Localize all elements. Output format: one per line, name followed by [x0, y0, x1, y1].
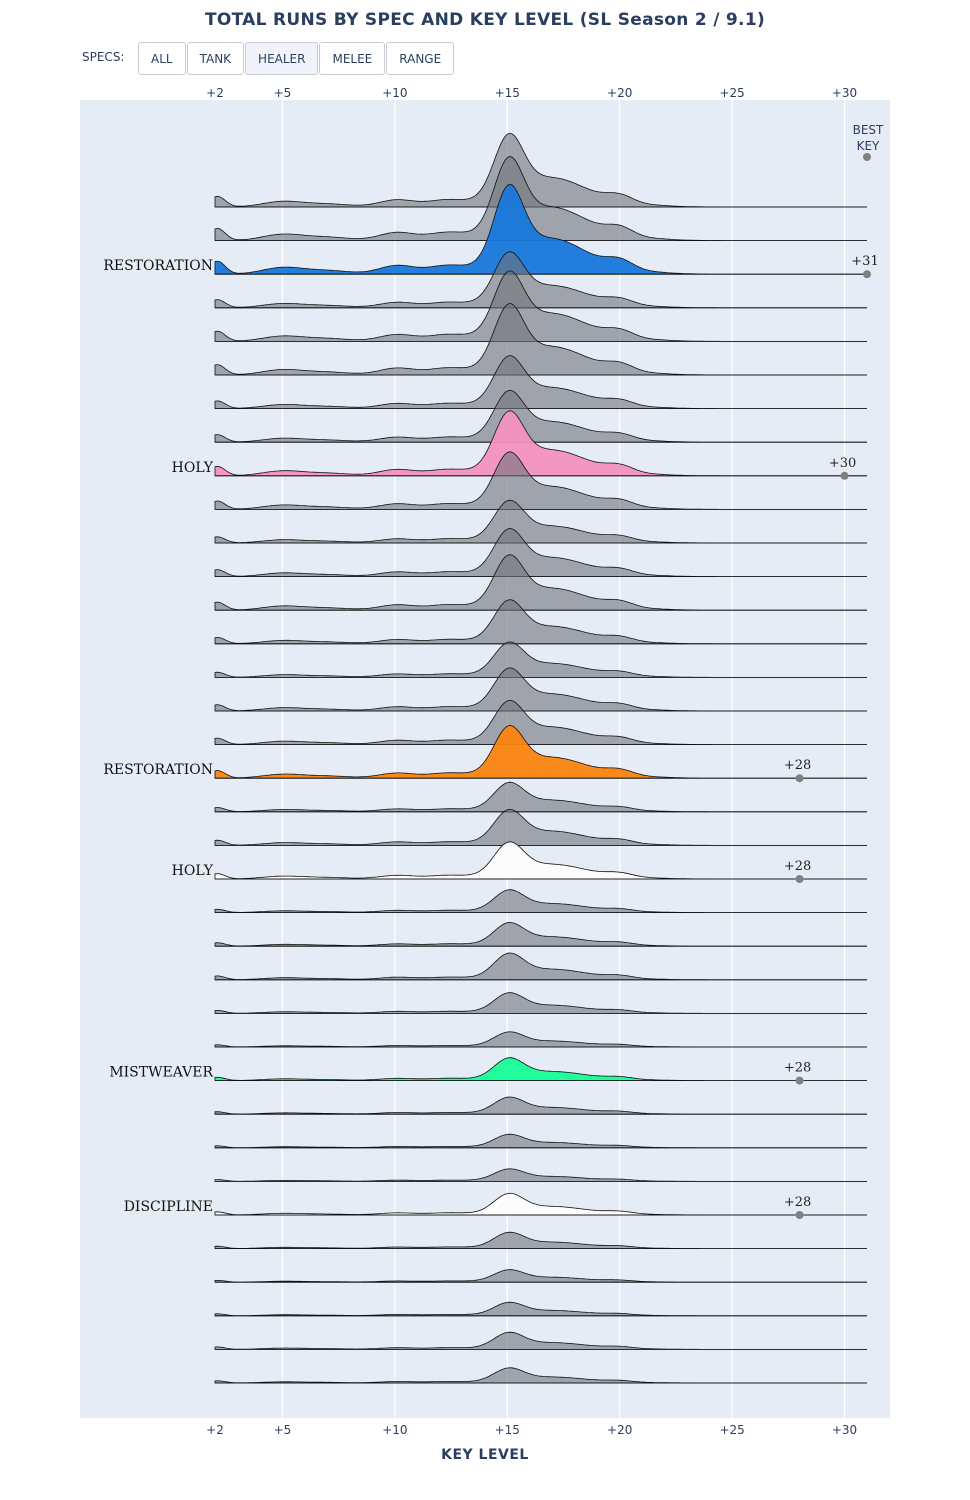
x-tick-bottom: +30	[832, 1423, 857, 1437]
spec-label: DISCIPLINE	[124, 1199, 213, 1215]
best-key-dot	[795, 1211, 804, 1219]
x-tick-top: +5	[274, 86, 292, 100]
best-key-label: +30	[829, 456, 856, 471]
x-tick-top: +2	[206, 86, 224, 100]
x-ticks-bottom: +2 +5 +10 +15 +20 +25 +30	[206, 1423, 857, 1437]
spec-button-tank[interactable]: TANK	[186, 42, 245, 75]
x-tick-top: +20	[607, 86, 632, 100]
spec-labels: RESTORATION HOLY RESTORATION HOLY MISTWEAVER…	[103, 258, 213, 1215]
best-key-dot	[863, 270, 871, 279]
best-key-header-line2: KEY	[857, 139, 880, 153]
best-key-markers: BEST KEY +31 +30 +28 +28 +28 +28	[784, 123, 884, 1219]
best-key-dot	[795, 1076, 804, 1085]
x-tick-top: +10	[382, 86, 407, 100]
spec-label: HOLY	[172, 863, 214, 879]
spec-filter-buttons: ALL TANK HEALER MELEE RANGE	[138, 42, 455, 75]
best-key-header-dot	[863, 153, 871, 161]
x-tick-bottom: +2	[206, 1423, 224, 1437]
specs-label: SPECS:	[82, 50, 125, 64]
spec-button-melee[interactable]: MELEE	[319, 42, 386, 75]
best-key-label: +28	[784, 1195, 811, 1210]
x-tick-bottom: +15	[495, 1423, 520, 1437]
spec-button-healer[interactable]: HEALER	[245, 42, 319, 75]
chart-title: TOTAL RUNS BY SPEC AND KEY LEVEL (SL Sea…	[204, 10, 766, 30]
spec-label: MISTWEAVER	[109, 1065, 213, 1081]
x-tick-bottom: +25	[719, 1423, 744, 1437]
spec-button-range[interactable]: RANGE	[386, 42, 455, 75]
best-key-header-line1: BEST	[853, 123, 884, 137]
spec-label: HOLY	[172, 460, 214, 476]
x-tick-bottom: +10	[382, 1423, 407, 1437]
x-tick-bottom: +5	[274, 1423, 292, 1437]
best-key-dot	[795, 875, 804, 883]
x-tick-top: +15	[495, 86, 520, 100]
best-key-label: +31	[851, 254, 878, 269]
spec-label: RESTORATION	[103, 762, 213, 778]
x-ticks-top: +2 +5 +10 +15 +20 +25 +30	[206, 86, 857, 100]
best-key-label: +28	[784, 859, 811, 874]
best-key-dot	[840, 471, 849, 480]
spec-label: RESTORATION	[103, 258, 213, 274]
best-key-label: +28	[784, 1061, 811, 1076]
x-axis-label: KEY LEVEL	[441, 1447, 529, 1463]
x-tick-top: +30	[832, 86, 857, 100]
best-key-dot	[795, 774, 804, 783]
best-key-label: +28	[784, 758, 811, 773]
x-tick-top: +25	[719, 86, 744, 100]
ridges	[214, 132, 867, 1384]
x-tick-bottom: +20	[607, 1423, 632, 1437]
spec-button-all[interactable]: ALL	[138, 42, 186, 75]
